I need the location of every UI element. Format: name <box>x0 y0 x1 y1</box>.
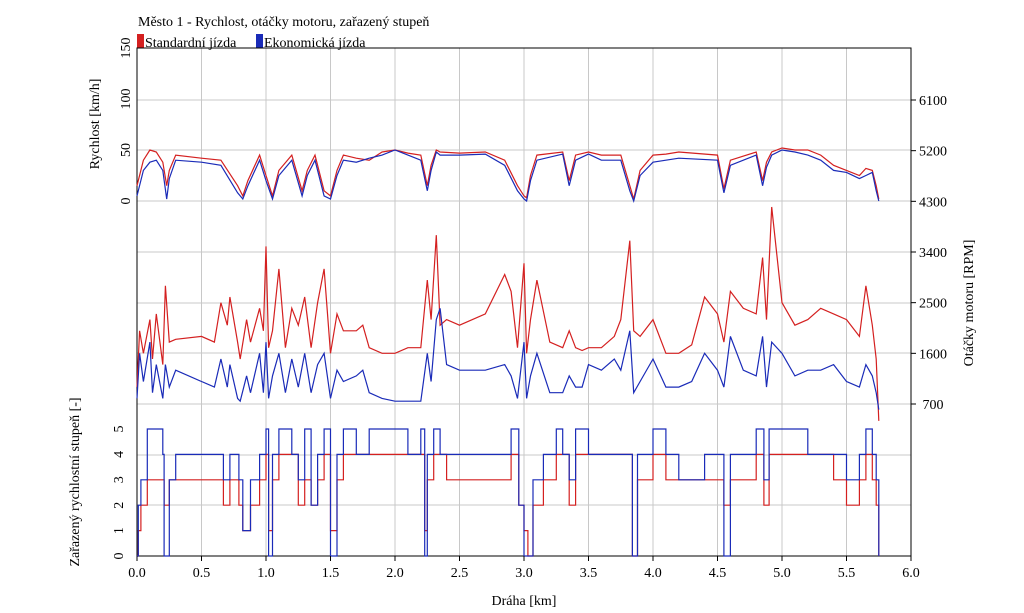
rpm-tick-label: 2500 <box>919 297 947 312</box>
x-tick-label: 4.0 <box>644 566 662 581</box>
series-layer <box>136 147 880 557</box>
x-tick-label: 5.5 <box>838 566 856 581</box>
gear-tick-label: 3 <box>112 476 127 483</box>
gear-tick-label: 4 <box>112 451 127 458</box>
gear-tick-label: 1 <box>112 527 127 534</box>
x-tick-label: 2.0 <box>386 566 404 581</box>
x-tick-label: 1.0 <box>257 566 275 581</box>
gear-y-ticks: 0 1 2 3 4 5 <box>112 426 127 560</box>
chart-title: Město 1 - Rychlost, otáčky motoru, zařaz… <box>138 15 429 30</box>
x-tick-label: 0.5 <box>193 566 211 581</box>
rpm-series-eco-line <box>136 308 880 410</box>
speed-series-eco-line <box>136 149 880 203</box>
rpm-tick-label: 700 <box>923 398 944 413</box>
speed-tick-label: 100 <box>119 89 134 110</box>
rpm-tick-label: 3400 <box>919 246 947 261</box>
x-tick-label: 5.0 <box>773 566 791 581</box>
gear-tick-label: 2 <box>112 502 127 509</box>
speed-tick-label: 150 <box>119 38 134 59</box>
speed-tick-label: 0 <box>119 198 134 205</box>
legend-label-eco: Ekonomická jízda <box>264 36 366 51</box>
rpm-tick-label: 5200 <box>919 145 947 160</box>
rpm-series-standard-line <box>136 206 880 421</box>
x-tick-label: 1.5 <box>322 566 340 581</box>
speed-series-standard-line <box>136 147 880 202</box>
gear-axis-label: Zařazený rychlostní stupeň [-] <box>68 397 83 566</box>
x-ticks: 0.0 0.5 1.0 1.5 2.0 2.5 3.0 3.5 4.0 4.5 5.0 5.5 6.0 <box>128 556 920 581</box>
rpm-tick-label: 6100 <box>919 94 947 109</box>
gear-series-eco-line <box>137 428 880 557</box>
x-axis-label: Dráha [km] <box>492 594 557 609</box>
legend-swatch-standard <box>137 34 144 48</box>
legend: Standardní jízda Ekonomická jízda <box>137 34 366 51</box>
speed-axis-label: Rychlost [km/h] <box>88 79 103 170</box>
rpm-y-ticks: 700 1600 2500 3400 4300 5200 6100 <box>911 94 947 413</box>
legend-swatch-eco <box>256 34 263 48</box>
rpm-tick-label: 4300 <box>919 195 947 210</box>
x-tick-label: 0.0 <box>128 566 146 581</box>
x-tick-label: 3.0 <box>515 566 533 581</box>
speed-y-ticks: 0 50 100 150 <box>119 38 134 205</box>
rpm-axis-label: Otáčky motoru [RPM] <box>962 240 977 367</box>
speed-tick-label: 50 <box>119 143 134 157</box>
legend-label-standard: Standardní jízda <box>145 36 237 51</box>
x-tick-label: 3.5 <box>580 566 598 581</box>
x-tick-label: 2.5 <box>451 566 469 581</box>
gear-tick-label: 0 <box>112 553 127 560</box>
gear-tick-label: 5 <box>112 426 127 433</box>
rpm-tick-label: 1600 <box>919 347 947 362</box>
x-tick-label: 4.5 <box>709 566 727 581</box>
x-tick-label: 6.0 <box>902 566 920 581</box>
